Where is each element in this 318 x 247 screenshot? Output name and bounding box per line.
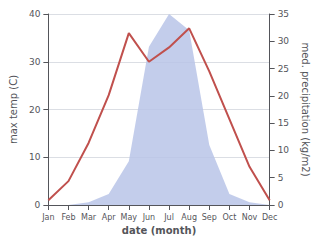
svg-text:date (month): date (month) <box>122 225 196 236</box>
svg-text:20: 20 <box>278 91 290 101</box>
svg-text:max temp (C): max temp (C) <box>8 75 19 144</box>
svg-text:May: May <box>121 213 138 222</box>
svg-text:5: 5 <box>278 173 284 183</box>
svg-text:0: 0 <box>35 200 41 210</box>
svg-text:40: 40 <box>29 9 41 19</box>
svg-text:Oct: Oct <box>222 213 236 222</box>
svg-text:Jan: Jan <box>41 213 54 222</box>
svg-text:med. precipitation (kg/m2): med. precipitation (kg/m2) <box>300 42 311 176</box>
svg-text:Dec: Dec <box>262 213 277 222</box>
svg-text:15: 15 <box>278 118 289 128</box>
svg-text:Sep: Sep <box>202 213 217 222</box>
svg-text:Nov: Nov <box>242 213 258 222</box>
svg-text:Aug: Aug <box>181 213 197 222</box>
svg-text:Feb: Feb <box>61 213 75 222</box>
svg-text:10: 10 <box>278 145 290 155</box>
svg-text:Jul: Jul <box>163 213 174 222</box>
svg-text:25: 25 <box>278 64 289 74</box>
svg-text:30: 30 <box>29 57 41 67</box>
svg-text:Mar: Mar <box>81 213 97 222</box>
svg-text:10: 10 <box>29 152 41 162</box>
svg-text:35: 35 <box>278 9 289 19</box>
svg-text:30: 30 <box>278 36 290 46</box>
svg-text:Jun: Jun <box>142 213 156 222</box>
svg-text:Apr: Apr <box>102 213 117 222</box>
svg-text:0: 0 <box>278 200 284 210</box>
svg-text:20: 20 <box>29 105 41 115</box>
